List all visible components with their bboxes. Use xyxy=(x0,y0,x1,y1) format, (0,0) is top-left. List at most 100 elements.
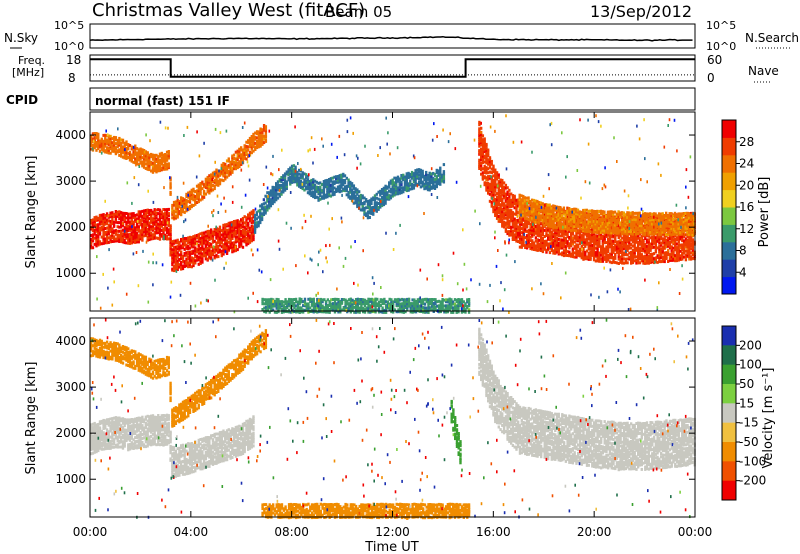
range-time-cell xyxy=(317,196,320,200)
range-time-cell xyxy=(224,248,227,252)
range-time-cell xyxy=(204,253,208,257)
range-time-cell xyxy=(393,193,396,197)
range-time-cell xyxy=(114,232,118,236)
range-time-cell xyxy=(109,134,112,138)
range-time-cell xyxy=(587,251,590,255)
range-time-cell xyxy=(497,215,500,218)
range-time-cell xyxy=(217,179,220,183)
range-time-cell xyxy=(559,246,562,250)
range-time-cell xyxy=(518,229,522,233)
range-time-cell xyxy=(511,223,515,227)
range-time-cell xyxy=(483,148,486,152)
range-time-cell xyxy=(183,243,186,247)
range-time-cell xyxy=(545,234,548,237)
range-time-cell xyxy=(515,200,518,204)
range-time-cell xyxy=(107,140,110,144)
range-time-cell xyxy=(247,231,250,235)
range-time-cell xyxy=(150,216,153,220)
range-time-cell xyxy=(90,238,93,241)
range-time-cell xyxy=(275,184,278,188)
range-time-cell xyxy=(165,165,169,169)
range-time-cell xyxy=(197,251,200,255)
range-time-cell xyxy=(660,226,663,230)
range-time-cell xyxy=(631,249,635,252)
range-time-cell xyxy=(665,242,668,246)
range-time-cell xyxy=(225,169,229,173)
range-time-cell xyxy=(575,218,578,222)
range-time-cell xyxy=(114,212,118,216)
range-time-cell xyxy=(257,220,260,224)
range-time-cell xyxy=(642,245,645,249)
range-time-cell xyxy=(250,227,253,230)
range-time-cell xyxy=(310,185,313,189)
range-time-cell xyxy=(141,218,144,222)
range-time-cell xyxy=(105,142,109,146)
range-time-cell xyxy=(215,181,218,184)
range-time-cell xyxy=(651,242,654,245)
range-time-cell xyxy=(534,236,538,240)
range-time-cell xyxy=(137,163,140,167)
range-time-cell xyxy=(654,258,658,262)
range-time-cell xyxy=(255,217,258,221)
range-time-cell xyxy=(402,176,405,180)
range-time-cell xyxy=(158,152,162,156)
range-time-cell xyxy=(236,227,239,231)
range-time-cell xyxy=(114,220,118,224)
range-time-cell xyxy=(100,141,103,145)
range-time-cell xyxy=(562,220,566,224)
range-time-cell xyxy=(160,162,163,166)
range-time-cell xyxy=(261,128,264,132)
range-time-cell xyxy=(342,181,345,185)
range-time-cell xyxy=(674,248,677,252)
range-time-cell xyxy=(202,191,206,195)
range-time-cell xyxy=(587,256,590,259)
range-time-cell xyxy=(135,222,139,225)
range-time-cell xyxy=(247,221,250,225)
range-time-cell xyxy=(185,202,188,206)
range-time-cell xyxy=(326,184,329,188)
range-time-cell xyxy=(508,201,511,205)
range-time-cell xyxy=(637,257,640,261)
range-time-cell xyxy=(236,166,239,170)
range-time-cell xyxy=(269,204,273,208)
range-time-cell xyxy=(199,253,202,257)
range-time-cell xyxy=(171,259,174,262)
range-time-cell xyxy=(217,250,220,254)
range-time-cell xyxy=(483,137,486,141)
range-time-cell xyxy=(564,239,568,243)
range-time-cell xyxy=(605,252,608,256)
range-time-cell xyxy=(227,165,230,169)
range-time-cell xyxy=(536,226,539,230)
range-time-cell xyxy=(112,141,116,145)
range-time-cell xyxy=(174,245,178,249)
range-time-cell xyxy=(608,240,612,244)
range-time-cell xyxy=(550,242,553,246)
range-time-cell xyxy=(527,232,530,236)
range-time-cell xyxy=(121,145,125,149)
range-time-cell xyxy=(201,246,204,250)
range-time-cell xyxy=(510,233,513,237)
range-time-cell xyxy=(158,222,162,226)
range-time-cell xyxy=(102,227,105,231)
range-time-cell xyxy=(290,180,294,184)
range-time-cell xyxy=(202,235,206,239)
range-time-cell xyxy=(241,239,245,243)
range-time-cell xyxy=(206,231,209,235)
range-time-cell xyxy=(540,234,543,238)
range-time-cell xyxy=(105,218,109,222)
range-time-cell xyxy=(485,186,488,190)
range-time-cell xyxy=(100,139,103,143)
range-time-cell xyxy=(506,186,509,190)
range-time-cell xyxy=(183,260,186,264)
range-time-cell xyxy=(375,203,378,207)
range-time-cell xyxy=(485,155,488,159)
range-time-cell xyxy=(141,230,144,234)
range-time-cell xyxy=(665,238,668,242)
range-time-cell xyxy=(532,227,536,231)
range-time-cell xyxy=(488,160,492,164)
range-time-cell xyxy=(139,160,142,164)
range-time-cell xyxy=(240,156,243,160)
range-time-cell xyxy=(188,205,192,208)
range-time-cell xyxy=(241,221,245,225)
range-time-cell xyxy=(90,221,93,225)
